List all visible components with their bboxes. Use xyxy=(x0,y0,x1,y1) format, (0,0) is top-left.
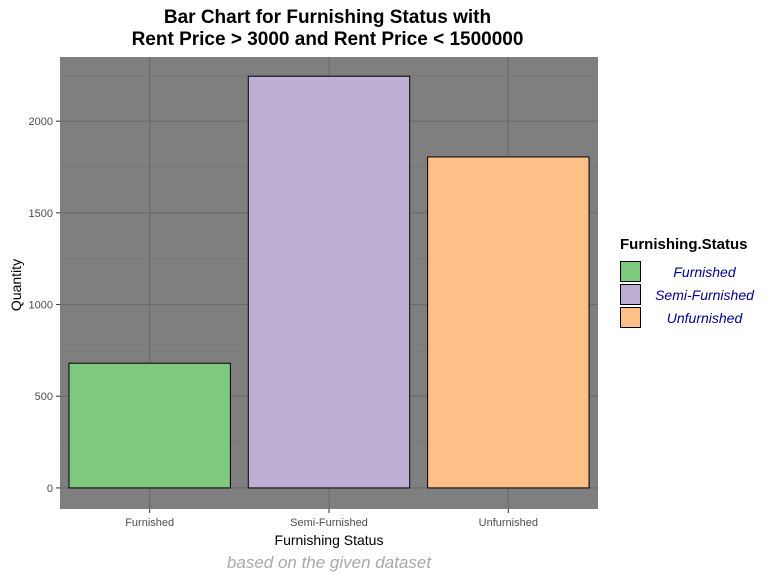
x-tick-label: Semi-Furnished xyxy=(290,517,368,529)
y-tick-label: 500 xyxy=(35,391,53,403)
legend-title: Furnishing.Status xyxy=(620,236,748,253)
y-axis-ticks: 0 500 1000 1500 2000 xyxy=(29,116,60,495)
bars xyxy=(68,75,590,489)
x-tick-label: Furnished xyxy=(125,517,174,529)
legend-item-unfurnished: Unfurnished xyxy=(620,307,770,330)
legend-key-semi-furnished xyxy=(620,284,641,305)
legend: Furnishing.Status Furnished Semi-Furnish… xyxy=(620,236,770,330)
bar-furnished xyxy=(68,362,231,489)
y-tick-label: 0 xyxy=(47,483,53,495)
x-axis-title: Furnishing Status xyxy=(274,532,384,548)
legend-key-furnished xyxy=(620,261,641,282)
chart-title-line-1: Bar Chart for Furnishing Status with xyxy=(163,7,492,28)
x-axis-ticks: Furnished Semi-Furnished Unfurnished xyxy=(125,509,538,529)
legend-item-semi-furnished: Semi-Furnished xyxy=(620,284,770,307)
y-tick-label: 2000 xyxy=(29,116,53,128)
y-axis-title: Quantity xyxy=(8,258,24,312)
legend-label-unfurnished: Unfurnished xyxy=(666,310,743,326)
chart-title-line-2: Rent Price > 3000 and Rent Price < 15000… xyxy=(131,29,524,50)
chart-caption: based on the given dataset xyxy=(226,553,432,572)
legend-item-furnished: Furnished xyxy=(620,261,770,284)
legend-label-furnished: Furnished xyxy=(673,264,736,280)
y-tick-label: 1000 xyxy=(29,300,53,312)
bar-unfurnished xyxy=(427,156,590,489)
x-tick-label: Unfurnished xyxy=(479,517,538,529)
bar-semi-furnished xyxy=(247,75,411,489)
legend-label-semi-furnished: Semi-Furnished xyxy=(655,287,754,303)
y-tick-label: 1500 xyxy=(29,208,53,220)
legend-key-unfurnished xyxy=(620,307,641,328)
